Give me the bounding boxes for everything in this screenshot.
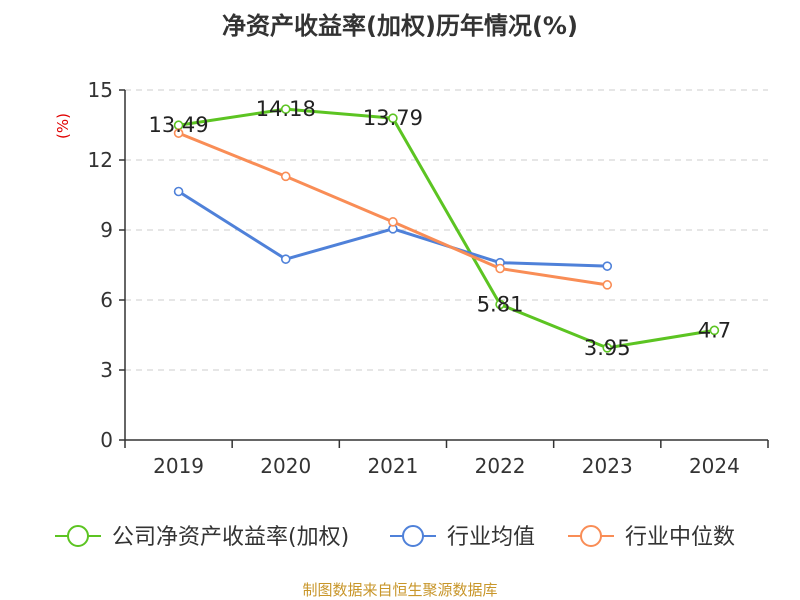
data-label: 4.7 (698, 318, 731, 342)
data-point (602, 280, 613, 290)
data-label: 13.79 (363, 106, 423, 130)
grid-lines (125, 89, 768, 371)
x-tick-label: 2023 (582, 454, 633, 478)
y-tick-label: 15 (88, 78, 113, 102)
x-tick-label: 2021 (367, 454, 418, 478)
data-point (495, 299, 505, 310)
data-point (280, 254, 291, 264)
data-point (602, 343, 613, 353)
x-tick-label: 2024 (689, 454, 740, 478)
legend-item[interactable]: 公司净资产收益率(加权) (55, 525, 349, 550)
data-point (280, 104, 291, 114)
axes: 0 3 6 9 12 15 2019 2020 2021 2022 2023 2024 (88, 78, 769, 478)
legend[interactable]: 公司净资产收益率(加权) 行业均值 行业中位数 (55, 525, 735, 550)
x-tick-label: 2022 (475, 454, 526, 478)
x-tick-label: 2019 (153, 454, 204, 478)
data-point (173, 186, 184, 197)
data-point (173, 128, 184, 138)
data-point (709, 325, 720, 336)
data-labels: 13.49 14.18 13.79 5.81 3.95 4.7 (149, 97, 732, 360)
series-lines (173, 104, 720, 353)
data-label: 5.81 (477, 292, 524, 316)
chart-title: 净资产收益率(加权)历年情况(%) (222, 12, 578, 40)
y-tick-label: 6 (100, 288, 113, 312)
series-line-0 (178, 107, 715, 350)
legend-label: 公司净资产收益率(加权) (112, 525, 349, 550)
y-tick-label: 12 (88, 148, 113, 172)
legend-item[interactable]: 行业均值 (390, 525, 535, 550)
x-tick-label: 2020 (260, 454, 311, 478)
y-tick-label: 9 (100, 218, 113, 242)
data-point (602, 261, 613, 271)
data-point (495, 263, 505, 274)
y-tick-label: 0 (100, 428, 113, 452)
data-label: 3.95 (584, 336, 631, 360)
data-point (388, 217, 398, 227)
data-point (280, 171, 291, 182)
legend-marker (402, 525, 424, 547)
legend-marker (580, 525, 602, 547)
legend-marker (67, 525, 89, 547)
data-label: 14.18 (256, 97, 316, 121)
y-tick-label: 3 (100, 358, 113, 382)
y-axis-label: (%) (54, 113, 72, 139)
source-note: 制图数据来自恒生聚源数据库 (302, 581, 497, 599)
data-point (388, 113, 398, 124)
series-line-2 (178, 131, 608, 287)
legend-label: 行业中位数 (625, 525, 735, 550)
data-label: 13.49 (149, 113, 209, 137)
legend-item[interactable]: 行业中位数 (568, 525, 735, 550)
legend-label: 行业均值 (447, 525, 535, 550)
